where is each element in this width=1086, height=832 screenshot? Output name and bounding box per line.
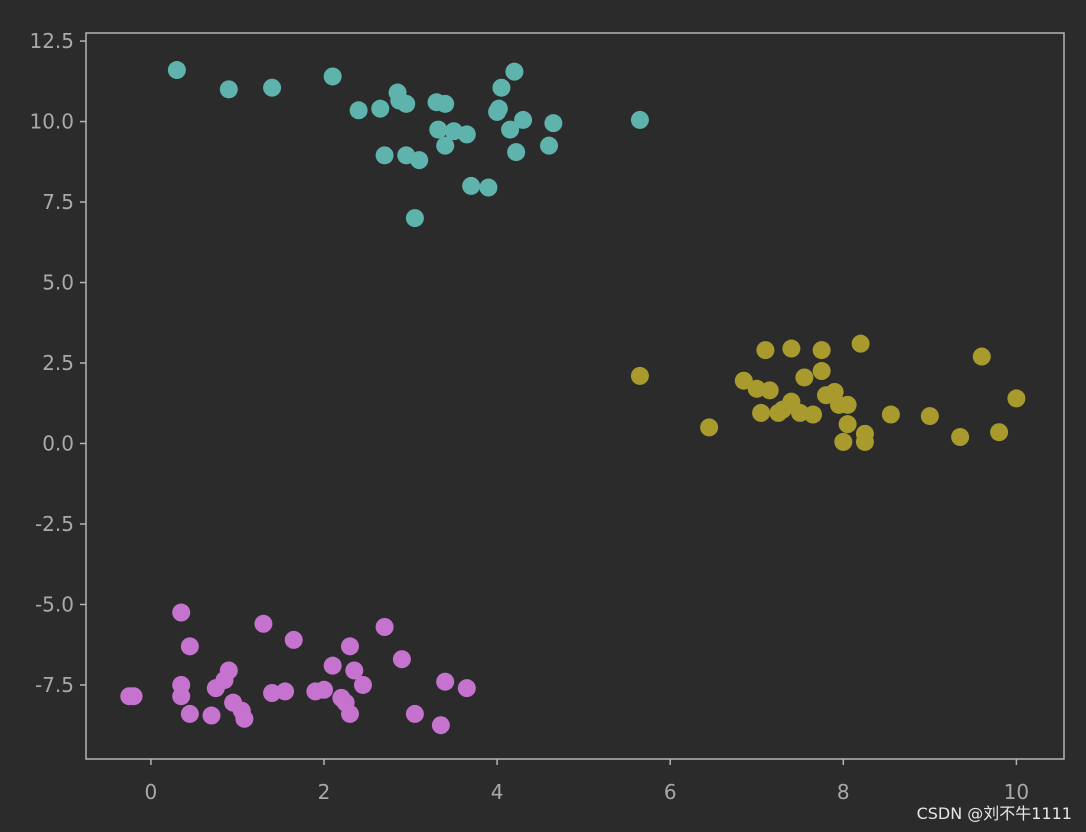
scatter-point-series-3 [436, 672, 455, 691]
scatter-point-series-1 [505, 62, 524, 81]
scatter-point-series-1 [371, 99, 390, 118]
scatter-point-series-3 [276, 682, 295, 701]
scatter-point-series-2 [851, 334, 870, 353]
scatter-point-series-1 [263, 78, 282, 97]
scatter-point-series-1 [492, 78, 511, 97]
y-tick-label: 2.5 [42, 351, 74, 375]
scatter-point-series-3 [375, 618, 394, 636]
scatter-point-series-1 [436, 94, 455, 113]
y-axis: 12.5 10.0 7.5 5.0 2.5 0.0 -2.5 -5.0 -7.5 [29, 29, 86, 697]
scatter-point-series-2 [855, 432, 874, 451]
y-tick-label: 5.0 [42, 271, 74, 295]
scatter-point-series-3 [340, 704, 359, 723]
scatter-point-series-2 [756, 341, 775, 360]
scatter-point-series-3 [172, 687, 191, 706]
scatter-point-series-2 [700, 418, 719, 437]
scatter-point-series-2 [795, 368, 814, 387]
scatter-point-series-3 [202, 706, 221, 725]
scatter-point-series-2 [951, 428, 970, 447]
x-axis: 0 2 4 6 8 10 [145, 759, 1029, 804]
scatter-point-series-2 [838, 395, 857, 414]
scatter-point-series-1 [436, 136, 455, 155]
scatter-point-series-2 [804, 405, 823, 424]
scatter-point-series-1 [489, 99, 508, 118]
scatter-point-series-2 [972, 347, 991, 366]
x-tick-label: 10 [1004, 780, 1029, 804]
x-tick-label: 4 [491, 780, 504, 804]
x-tick-label: 2 [318, 780, 331, 804]
scatter-point-series-1 [405, 209, 424, 228]
scatter-point-series-1 [410, 151, 429, 170]
scatter-point-series-2 [782, 339, 801, 358]
scatter-point-series-3 [315, 680, 334, 699]
y-tick-label: 10.0 [29, 110, 74, 134]
plot-area [85, 32, 1065, 760]
scatter-point-series-2 [990, 423, 1009, 442]
y-tick-label: -7.5 [35, 673, 74, 697]
scatter-point-series-3 [180, 637, 199, 656]
scatter-point-series-3 [124, 687, 143, 706]
scatter-point-series-1 [349, 101, 368, 120]
scatter-point-series-3 [431, 716, 450, 735]
scatter-point-series-3 [323, 656, 342, 675]
scatter-point-series-2 [838, 415, 857, 434]
y-tick-label: -5.0 [35, 592, 74, 616]
scatter-point-series-1 [219, 80, 238, 99]
scatter-point-series-1 [462, 176, 481, 195]
scatter-point-series-1 [630, 110, 649, 129]
scatter-point-series-1 [375, 146, 394, 165]
y-tick-label: 7.5 [42, 190, 74, 214]
scatter-point-series-3 [345, 661, 364, 680]
scatter-point-series-1 [540, 136, 559, 155]
scatter-point-series-1 [501, 120, 520, 139]
scatter-point-series-3 [405, 704, 424, 723]
scatter-point-series-2 [812, 362, 831, 381]
scatter-point-series-2 [834, 432, 853, 451]
scatter-point-series-3 [235, 709, 254, 728]
scatter-point-series-1 [429, 120, 448, 139]
scatter-point-series-2 [752, 403, 771, 422]
scatter-point-series-2 [920, 407, 939, 426]
y-tick-label: -2.5 [35, 512, 74, 536]
scatter-point-series-2 [881, 405, 900, 424]
scatter-point-series-1 [479, 178, 498, 197]
scatter-point-series-2 [1007, 389, 1026, 408]
scatter-point-series-2 [812, 341, 831, 360]
scatter-point-series-2 [734, 371, 753, 390]
scatter-point-series-3 [353, 675, 372, 694]
x-tick-label: 6 [664, 780, 677, 804]
watermark: CSDN @刘不牛1111 [916, 804, 1072, 823]
scatter-point-series-1 [397, 94, 416, 113]
scatter-point-series-2 [630, 366, 649, 385]
scatter-point-series-3 [284, 630, 303, 649]
x-tick-label: 8 [837, 780, 850, 804]
scatter-point-series-3 [180, 704, 199, 723]
scatter-point-series-3 [457, 679, 476, 698]
scatter-point-series-3 [219, 661, 238, 680]
y-tick-label: 12.5 [29, 29, 74, 53]
y-tick-label: 0.0 [42, 431, 74, 455]
scatter-point-series-1 [544, 114, 563, 133]
scatter-point-series-1 [514, 110, 533, 129]
scatter-point-series-1 [457, 125, 476, 144]
scatter-point-series-1 [167, 61, 186, 80]
scatter-point-series-1 [507, 143, 526, 162]
scatter-point-series-3 [172, 603, 191, 622]
scatter-point-series-1 [323, 67, 342, 86]
x-tick-label: 0 [145, 780, 158, 804]
data-points [120, 61, 1026, 735]
scatter-point-series-3 [392, 650, 411, 669]
scatter-point-series-2 [760, 381, 779, 400]
scatter-point-series-3 [340, 637, 359, 656]
scatter-point-series-3 [254, 614, 273, 633]
